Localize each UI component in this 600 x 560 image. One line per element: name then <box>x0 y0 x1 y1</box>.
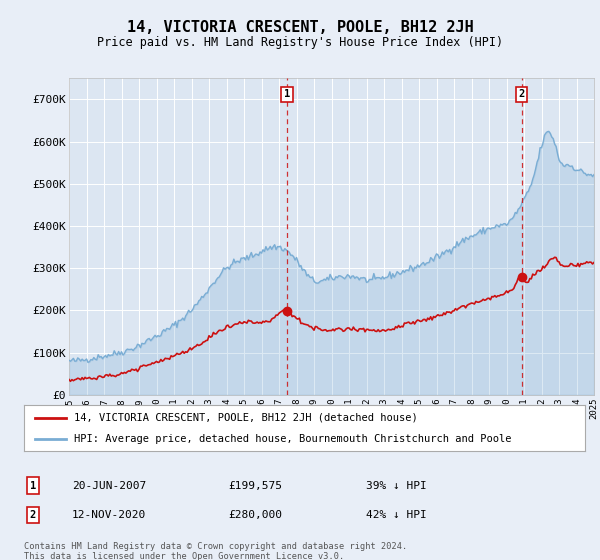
Text: 1: 1 <box>284 89 290 99</box>
Text: HPI: Average price, detached house, Bournemouth Christchurch and Poole: HPI: Average price, detached house, Bour… <box>74 435 512 444</box>
Text: Contains HM Land Registry data © Crown copyright and database right 2024.
This d: Contains HM Land Registry data © Crown c… <box>24 542 407 560</box>
Text: 14, VICTORIA CRESCENT, POOLE, BH12 2JH (detached house): 14, VICTORIA CRESCENT, POOLE, BH12 2JH (… <box>74 413 418 423</box>
Text: 20-JUN-2007: 20-JUN-2007 <box>72 480 146 491</box>
Text: 42% ↓ HPI: 42% ↓ HPI <box>366 510 427 520</box>
Text: 12-NOV-2020: 12-NOV-2020 <box>72 510 146 520</box>
Text: Price paid vs. HM Land Registry's House Price Index (HPI): Price paid vs. HM Land Registry's House … <box>97 36 503 49</box>
Text: £280,000: £280,000 <box>228 510 282 520</box>
Text: 39% ↓ HPI: 39% ↓ HPI <box>366 480 427 491</box>
Text: 2: 2 <box>30 510 36 520</box>
Text: 14, VICTORIA CRESCENT, POOLE, BH12 2JH: 14, VICTORIA CRESCENT, POOLE, BH12 2JH <box>127 20 473 35</box>
Text: £199,575: £199,575 <box>228 480 282 491</box>
Text: 1: 1 <box>30 480 36 491</box>
Text: 2: 2 <box>518 89 525 99</box>
